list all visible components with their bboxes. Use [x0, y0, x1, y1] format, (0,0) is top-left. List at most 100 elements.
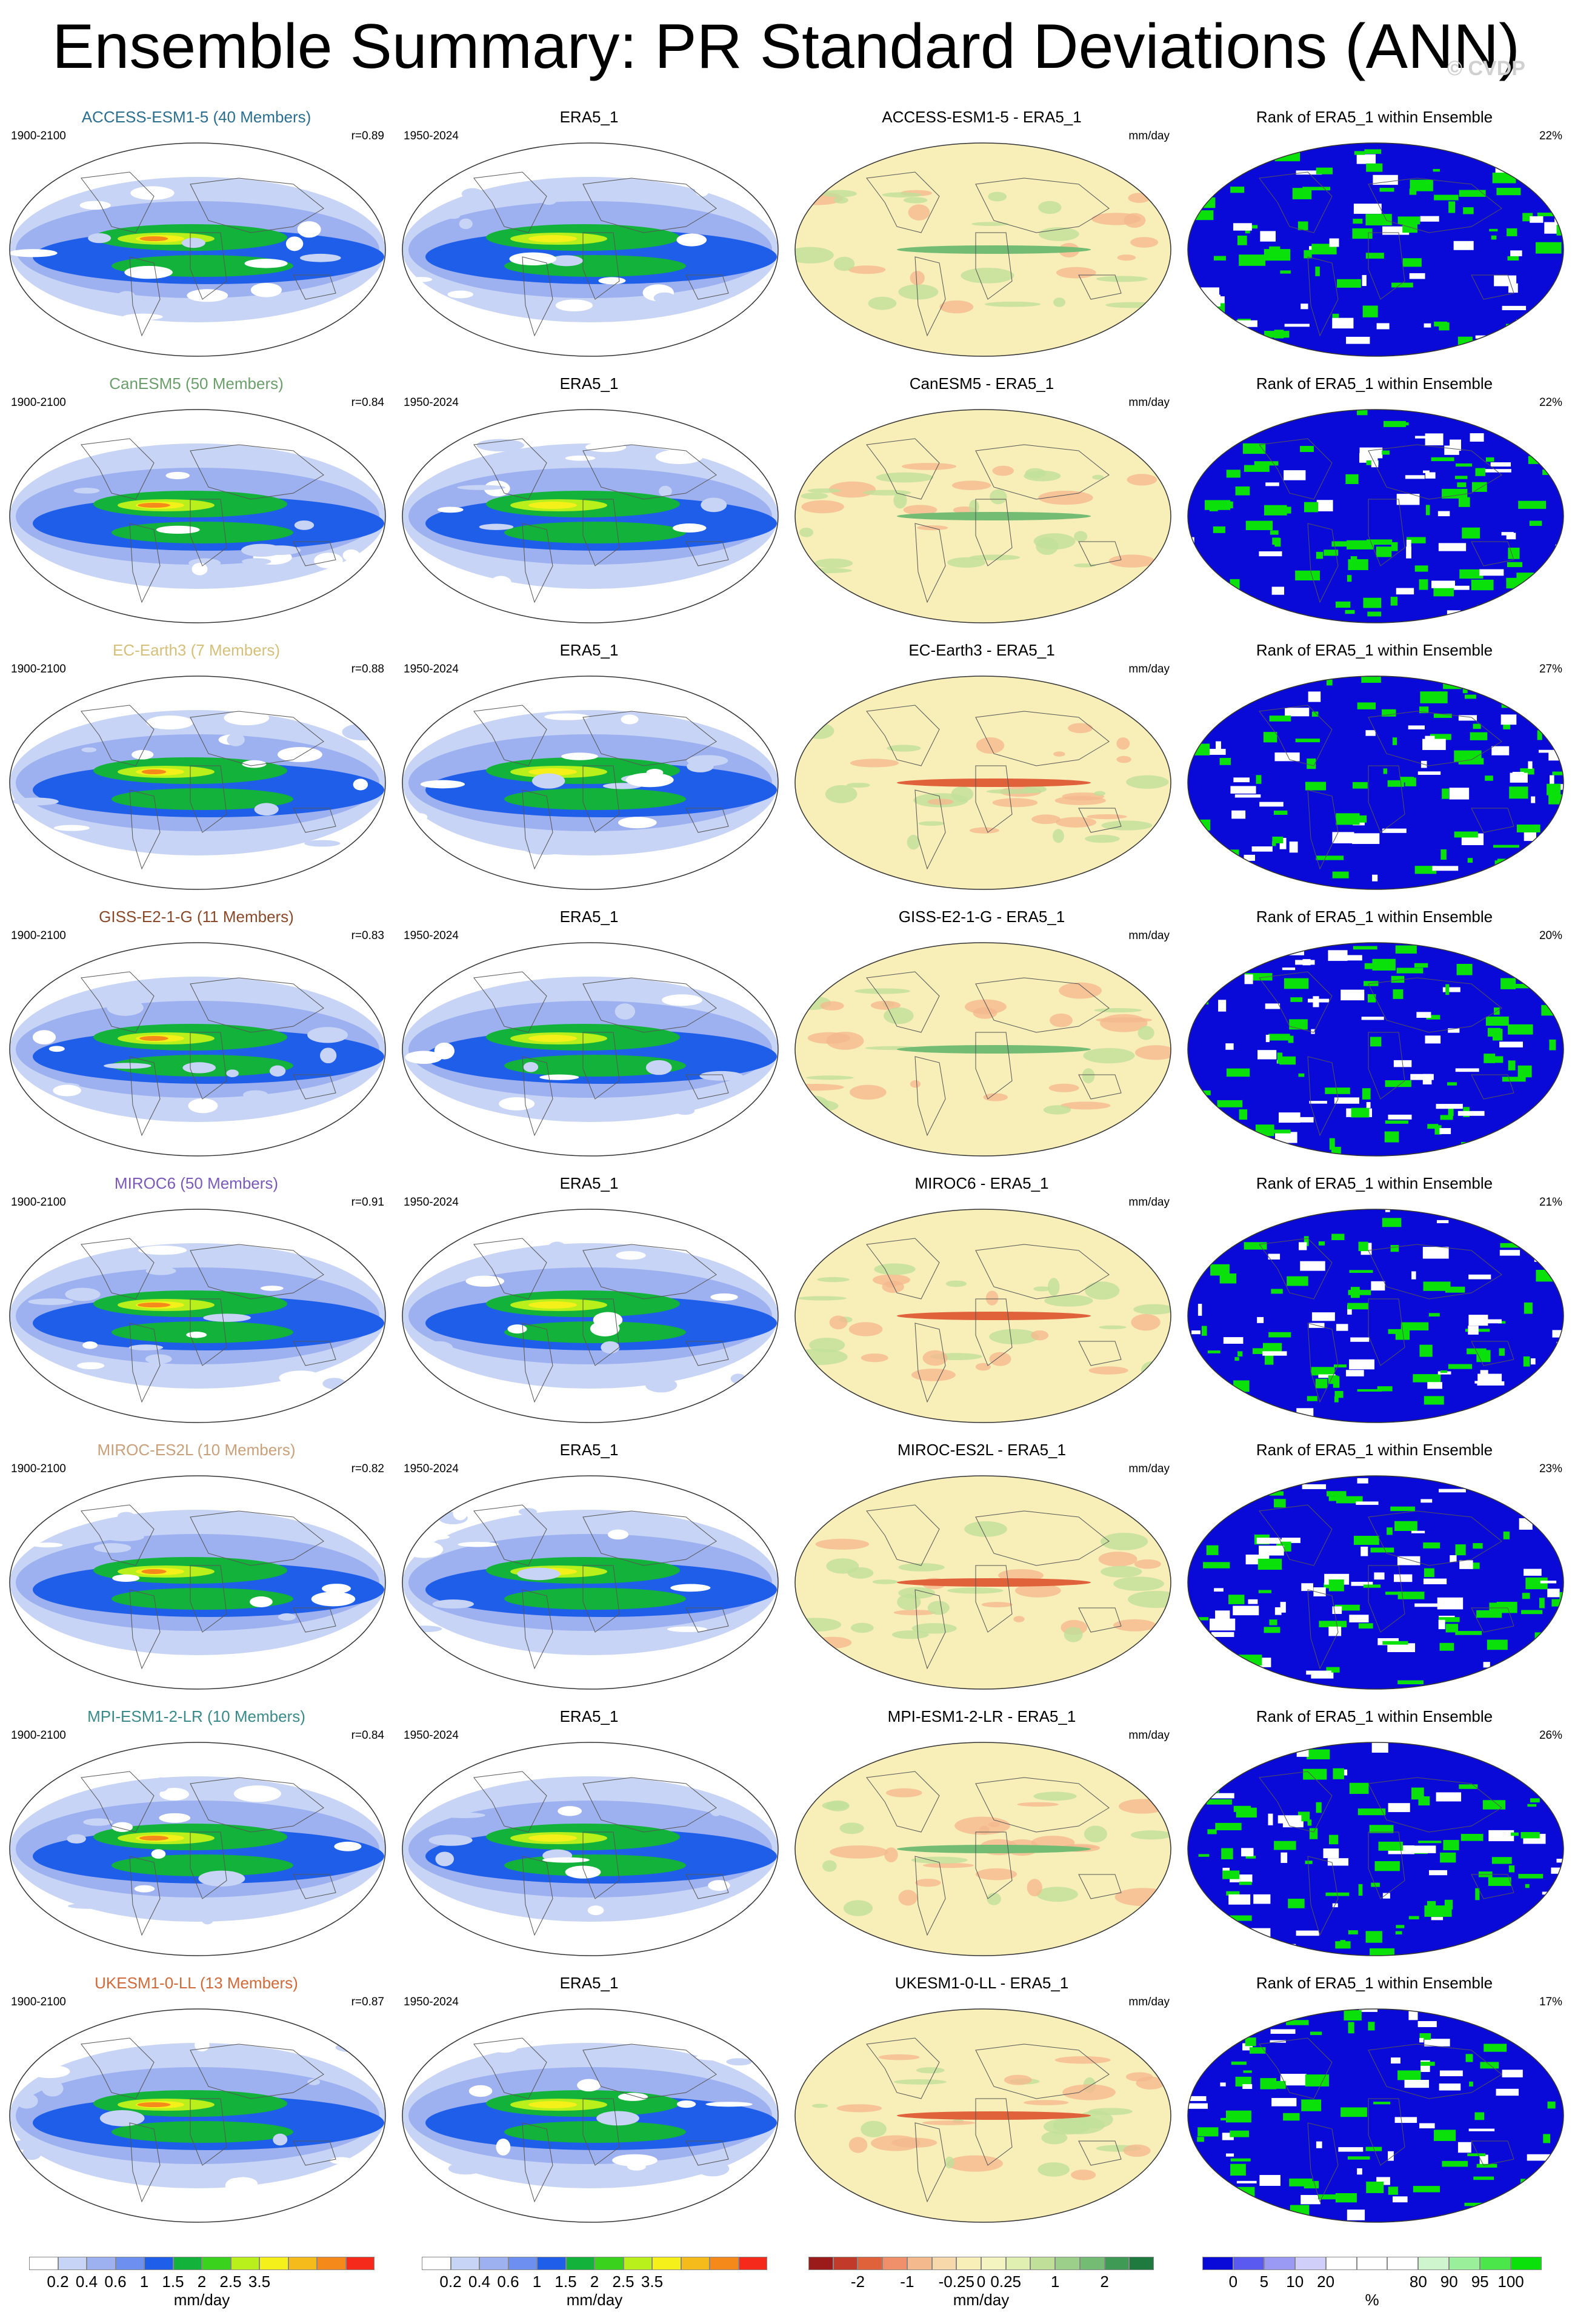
rank-map [1187, 2008, 1564, 2223]
panel-title: MIROC6 - ERA5_1 [914, 1174, 1049, 1192]
panel-title: Rank of ERA5_1 within Ensemble [1256, 374, 1493, 393]
colorbar-tick-label: 1 [139, 2273, 149, 2291]
map-frame [794, 675, 1172, 891]
diff-panel: EC-Earth3 - ERA5_1 mm/day [785, 641, 1178, 901]
rank-map [1187, 1742, 1564, 1956]
map-frame [794, 408, 1172, 624]
panel-title: ERA5_1 [559, 641, 619, 659]
colorbar-swatch [1055, 2257, 1080, 2270]
panel-title: Rank of ERA5_1 within Ensemble [1256, 641, 1493, 659]
figure-title: Ensemble Summary: PR Standard Deviations… [52, 12, 1520, 82]
colorbar-swatch [907, 2257, 932, 2270]
map-frame [794, 142, 1172, 357]
model-map [9, 2008, 386, 2223]
colorbar-swatch [1325, 2257, 1357, 2270]
obs-panel: ERA5_1 1950-2024 [393, 1974, 785, 2234]
colorbar-tick-label: 0 [1228, 2273, 1238, 2291]
panel-title: CanESM5 (50 Members) [109, 374, 284, 393]
map-frame [401, 941, 779, 1157]
colorbar-swatch [1233, 2257, 1264, 2270]
colorbar-tick-label: 0.4 [468, 2273, 491, 2291]
corner-stat: mm/day [1128, 663, 1170, 676]
panel-title: Rank of ERA5_1 within Ensemble [1256, 1174, 1493, 1192]
panel-title: MIROC-ES2L - ERA5_1 [898, 1441, 1066, 1459]
corner-stat: 22% [1539, 130, 1562, 142]
period-label: 1900-2100 [11, 130, 66, 142]
panel-title: ERA5_1 [559, 108, 619, 126]
colorbar-tick-label: 0.2 [47, 2273, 69, 2291]
map-frame [1187, 1741, 1565, 1957]
colorbar-swatch [230, 2257, 259, 2270]
model-map [9, 1742, 386, 1956]
map-frame [1187, 941, 1565, 1157]
panel-title: ERA5_1 [559, 1441, 619, 1459]
period-label: 1900-2100 [11, 1196, 66, 1209]
corner-stat: mm/day [1128, 1729, 1170, 1742]
corner-stat: mm/day [1128, 1996, 1170, 2008]
period-label: 1950-2024 [404, 396, 459, 409]
obs-panel: ERA5_1 1950-2024 [393, 374, 785, 635]
model-panel: ACCESS-ESM1-5 (40 Members) 1900-2100 r=0.8… [0, 108, 393, 368]
colorbar-swatch [710, 2257, 739, 2270]
panel-title: MIROC-ES2L (10 Members) [97, 1441, 296, 1459]
colorbar-tick-label: 5 [1259, 2273, 1269, 2291]
colorbar-swatch [833, 2257, 858, 2270]
obs-panel: ERA5_1 1950-2024 [393, 908, 785, 1168]
model-map [9, 1475, 386, 1690]
panel-title: MPI-ESM1-2-LR - ERA5_1 [887, 1707, 1076, 1725]
panel-title: EC-Earth3 (7 Members) [113, 641, 280, 659]
diff-panel: ACCESS-ESM1-5 - ERA5_1 mm/day [785, 108, 1178, 368]
rank-map [1187, 676, 1564, 890]
colorbar-tick-label: 1.5 [555, 2273, 577, 2291]
period-label: 1950-2024 [404, 1729, 459, 1742]
colorbar-swatch [1480, 2257, 1511, 2270]
diff-panel: UKESM1-0-LL - ERA5_1 mm/day [785, 1974, 1178, 2234]
panel-title: Rank of ERA5_1 within Ensemble [1256, 1707, 1493, 1725]
map-frame [8, 675, 387, 891]
panel-title: Rank of ERA5_1 within Ensemble [1256, 908, 1493, 926]
obs-panel: ERA5_1 1950-2024 [393, 1441, 785, 1701]
diff-map [794, 1475, 1171, 1690]
map-frame [1187, 408, 1565, 624]
colorbar-tick-label: 0.25 [990, 2273, 1022, 2291]
panel-title: MPI-ESM1-2-LR (10 Members) [87, 1707, 305, 1725]
colorbar-swatch [479, 2257, 508, 2270]
corner-stat: mm/day [1128, 1462, 1170, 1475]
colorbar-swatch [87, 2257, 116, 2270]
map-frame [794, 2008, 1172, 2223]
diff-panel: MIROC-ES2L - ERA5_1 mm/day [785, 1441, 1178, 1701]
colorbar-swatch [858, 2257, 883, 2270]
map-frame [8, 142, 387, 357]
colorbar-tick-label: 1.5 [162, 2273, 184, 2291]
panel-title: GISS-E2-1-G - ERA5_1 [898, 908, 1065, 926]
map-frame [1187, 1208, 1565, 1424]
corner-stat: 20% [1539, 929, 1562, 942]
panel-title: Rank of ERA5_1 within Ensemble [1256, 1974, 1493, 1992]
obs-map [402, 942, 779, 1157]
obs-map [402, 1475, 779, 1690]
watermark: © CVDP [1447, 57, 1525, 80]
obs-map [402, 409, 779, 623]
colorbar-tick-label: 2 [197, 2273, 207, 2291]
corner-stat: r=0.88 [351, 663, 384, 676]
colorbar-swatch [1264, 2257, 1295, 2270]
rank-panel: Rank of ERA5_1 within Ensemble 20% [1178, 908, 1571, 1168]
period-label: 1900-2100 [11, 1462, 66, 1475]
map-frame [401, 2008, 779, 2223]
diff-panel: GISS-E2-1-G - ERA5_1 mm/day [785, 908, 1178, 1168]
model-panel: CanESM5 (50 Members) 1900-2100 r=0.84 [0, 374, 393, 635]
obs-map [402, 1209, 779, 1423]
colorbar-unit: mm/day [173, 2291, 230, 2309]
corner-stat: r=0.84 [351, 396, 384, 409]
corner-stat: r=0.87 [351, 1996, 384, 2008]
obs-panel: ERA5_1 1950-2024 [393, 108, 785, 368]
diff-map [794, 2008, 1171, 2223]
map-frame [8, 1475, 387, 1690]
colorbar-tick-label: 10 [1286, 2273, 1304, 2291]
colorbar-swatch [1129, 2257, 1154, 2270]
obs-map [402, 2008, 779, 2223]
diff-map [794, 942, 1171, 1157]
corner-stat: 17% [1539, 1996, 1562, 2008]
obs-map [402, 676, 779, 890]
colorbar-swatch [1449, 2257, 1480, 2270]
